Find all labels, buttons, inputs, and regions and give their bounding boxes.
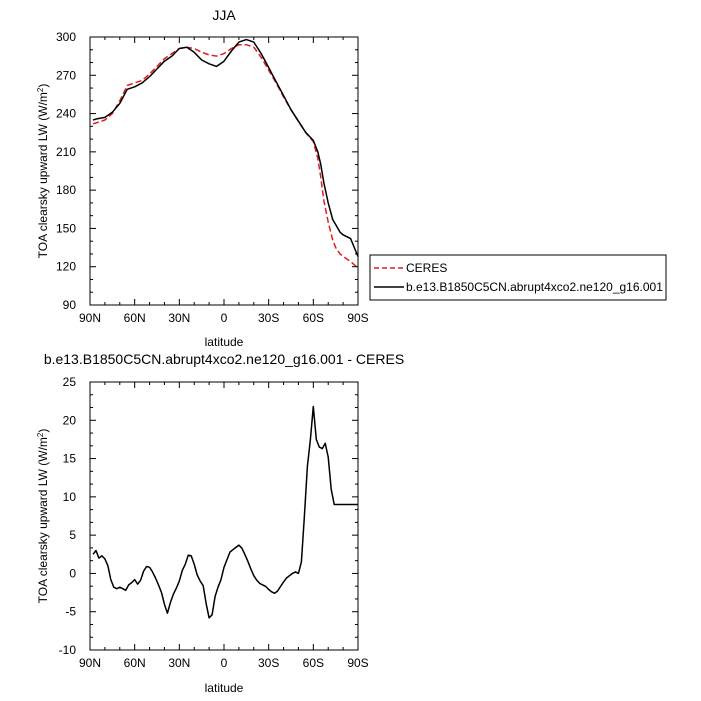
top-x-tick-label: 90N [79, 311, 101, 325]
top-x-tick-label: 0 [221, 311, 228, 325]
top-y-tick-label: 150 [56, 221, 76, 235]
top-x-tick-label: 30S [258, 311, 279, 325]
bottom-x-axis-label: latitude [205, 681, 244, 695]
bottom-x-tick-label: 90N [79, 656, 101, 670]
bottom-y-tick-label: 10 [63, 490, 77, 504]
top-y-tick-label: 270 [56, 68, 76, 82]
top-x-tick-label: 60S [303, 311, 324, 325]
top-x-tick-label: 90S [347, 311, 368, 325]
legend-label-model: b.e13.B1850C5CN.abrupt4xco2.ne120_g16.00… [406, 280, 663, 294]
legend-box [369, 254, 667, 301]
bottom-y-tick-label: -5 [65, 605, 76, 619]
top-chart-title: JJA [212, 7, 236, 23]
bottom-series-line-0 [92, 405, 358, 619]
top-x-tick-label: 30N [168, 311, 190, 325]
bottom-y-tick-label: -10 [59, 643, 77, 657]
top-x-tick-label: 60N [124, 311, 146, 325]
bottom-y-tick-label: 25 [63, 375, 77, 389]
top-y-tick-label: 240 [56, 107, 76, 121]
bottom-y-tick-label: 0 [69, 566, 76, 580]
legend: CERES b.e13.B1850C5CN.abrupt4xco2.ne120_… [369, 254, 667, 301]
top-series-line-0 [92, 43, 359, 269]
top-series-group [92, 38, 359, 269]
top-x-axis-label: latitude [205, 335, 244, 349]
top-y-tick-label: 90 [63, 298, 77, 312]
panel-bottom: b.e13.B1850C5CN.abrupt4xco2.ne120_g16.00… [36, 351, 405, 695]
bottom-x-tick-label: 60N [124, 656, 146, 670]
bottom-x-tick-label: 90S [347, 656, 368, 670]
bottom-x-tick-label: 60S [303, 656, 324, 670]
top-plot-frame [89, 36, 359, 306]
top-y-tick-label: 300 [56, 30, 76, 44]
top-y-tick-label: 210 [56, 145, 76, 159]
bottom-x-tick-label: 30N [168, 656, 190, 670]
bottom-y-axis-label: TOA clearsky upward LW (W/m2) [36, 429, 51, 604]
bottom-y-tick-label: 5 [69, 528, 76, 542]
panel-top: JJA 90N 60N 30N 0 30S 60S 90S 90 120 150 180 210 240… [36, 7, 667, 349]
bottom-x-tick-label: 30S [258, 656, 279, 670]
bottom-x-tick-label: 0 [221, 656, 228, 670]
bottom-y-tick-label: 20 [63, 413, 77, 427]
bottom-series-group [92, 405, 358, 619]
top-series-line-1 [92, 38, 359, 257]
bottom-y-tick-label: 15 [63, 452, 77, 466]
bottom-plot-frame [89, 381, 359, 651]
top-y-tick-label: 180 [56, 183, 76, 197]
bottom-chart-title: b.e13.B1850C5CN.abrupt4xco2.ne120_g16.00… [44, 351, 404, 367]
top-y-axis-label: TOA clearsky upward LW (W/m2) [36, 84, 51, 259]
legend-label-ceres: CERES [406, 261, 447, 275]
top-y-tick-label: 120 [56, 260, 76, 274]
